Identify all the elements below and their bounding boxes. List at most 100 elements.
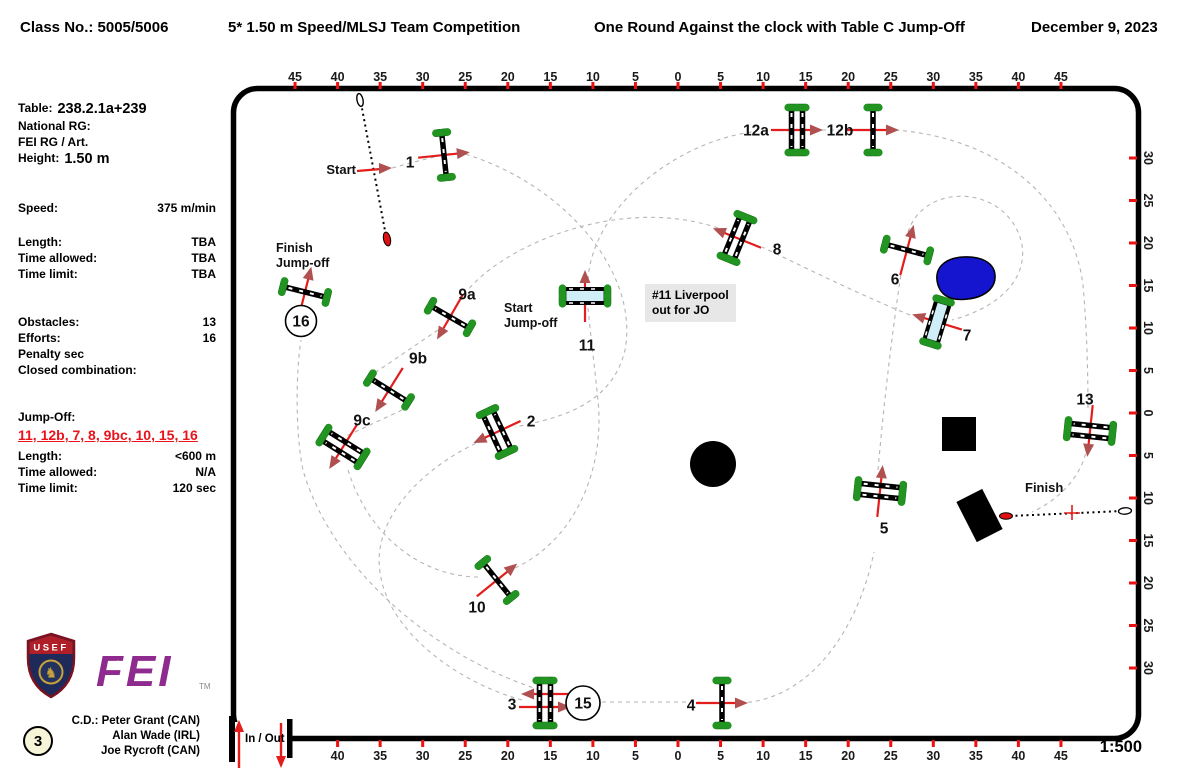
ruler-number: 10 (586, 70, 600, 84)
jump-10 (474, 555, 520, 605)
ruler-tick (463, 82, 467, 89)
ruler-number: 5 (717, 749, 724, 763)
ruler-tick (1129, 241, 1137, 245)
ruler-number: 10 (1141, 491, 1155, 505)
fei-tm: TM (199, 682, 211, 691)
cd-line3: Joe Rycroft (CAN) (100, 745, 200, 757)
penalty-row: Penalty sec (18, 347, 216, 361)
height-row: Height: 1.50 m (18, 151, 216, 167)
ruler-tick (974, 82, 978, 89)
jo-time-limit-value: 120 sec (172, 481, 216, 495)
cd-line2: Alan Wade (IRL) (112, 730, 200, 742)
ruler-number: 0 (1141, 410, 1155, 417)
jump-12a (771, 103, 823, 157)
jump-label-9b: 9b (409, 351, 427, 368)
jump-6 (879, 224, 935, 276)
obstacles-label: Obstacles: (18, 315, 80, 329)
ruler-tick (804, 82, 808, 89)
finish-jumpoff-line2: Jump-off (276, 255, 330, 270)
ruler-tick (889, 740, 893, 747)
ruler-number: 30 (926, 70, 940, 84)
jump-1 (418, 128, 470, 182)
ruler-tick (974, 740, 978, 747)
black-circle-decor (690, 441, 736, 487)
ruler-number: 20 (841, 70, 855, 84)
jumpoff-title-row: Jump-Off: (18, 410, 216, 424)
black-rect-decor (956, 488, 1003, 543)
table-label: Table: (18, 101, 53, 115)
cd-line1: C.D.: Peter Grant (CAN) (71, 715, 200, 727)
speed-value: 375 m/min (157, 201, 216, 215)
fei-logo: FEI TM (96, 647, 211, 696)
jump-5 (852, 465, 908, 517)
ruler-tick (506, 740, 510, 747)
ruler-number: 45 (1054, 749, 1068, 763)
jo-time-allowed-value: N/A (195, 465, 216, 479)
circled-number-15 (565, 685, 601, 721)
ruler-tick (676, 740, 680, 747)
in-out-label: In / Out (245, 733, 285, 745)
ruler-tick (421, 82, 425, 89)
start-line (356, 92, 392, 247)
jump-label-9c: 9c (353, 413, 371, 430)
ruler-number: 0 (675, 70, 682, 84)
jump-2 (473, 404, 522, 460)
finish-label: Finish (1025, 480, 1064, 495)
in-arrow (234, 720, 244, 732)
jump-label-3-15: 3 (508, 697, 517, 714)
penalty-label: Penalty sec (18, 347, 85, 361)
jump-label-2: 2 (527, 414, 536, 431)
jump-label-10: 10 (468, 600, 485, 617)
jumpoff-title: Jump-Off: (18, 410, 76, 424)
ruler-number: 45 (1054, 70, 1068, 84)
ruler-tick (889, 82, 893, 89)
ruler-tick (548, 82, 552, 89)
length-value: TBA (191, 235, 216, 249)
ruler-number: 25 (1141, 619, 1155, 633)
jo-time-limit-row: Time limit: 120 sec (18, 481, 216, 495)
time-allowed-label: Time allowed: (18, 251, 98, 265)
ruler-tick (846, 82, 850, 89)
speed-row: Speed: 375 m/min (18, 201, 216, 215)
ruler-tick (506, 82, 510, 89)
closed-combination-row: Closed combination: (18, 363, 216, 377)
fei-rg-row: FEI RG / Art. (18, 135, 216, 149)
usef-text: USEF (33, 643, 68, 654)
in-out-gate (229, 716, 293, 768)
ruler-tick (761, 82, 765, 89)
ruler-number: 30 (926, 749, 940, 763)
ruler-tick (761, 740, 765, 747)
ruler-number: 15 (543, 749, 557, 763)
jump-label-8: 8 (773, 242, 782, 259)
speed-label: Speed: (18, 201, 59, 215)
ruler-number: 40 (1011, 749, 1025, 763)
out-arrow (276, 756, 286, 768)
ruler-number: 35 (969, 70, 983, 84)
ruler-number: 10 (756, 70, 770, 84)
ruler-number: 5 (632, 70, 639, 84)
ruler-tick (1129, 199, 1137, 202)
jump-label-11: 11 (579, 338, 596, 355)
ruler-number: 15 (543, 70, 557, 84)
ruler-number: 30 (1141, 151, 1155, 165)
ruler-tick (1016, 740, 1020, 747)
jump-9a (423, 293, 477, 340)
ruler-number: 10 (1141, 321, 1155, 335)
jump-label-5: 5 (880, 521, 889, 538)
ruler-number: 10 (586, 749, 600, 763)
ruler-number: 20 (501, 70, 515, 84)
ruler-tick (548, 740, 552, 747)
jump-layer (277, 103, 1118, 730)
ruler-tick (676, 82, 680, 89)
round-type: One Round Against the clock with Table C… (594, 19, 965, 36)
jump-7 (912, 294, 963, 350)
table-row: Table: 238.2.1a+239 (18, 101, 216, 117)
ruler-tick (719, 82, 723, 89)
ruler-tick (1129, 539, 1137, 542)
ruler-number: 0 (675, 749, 682, 763)
ruler-number: 30 (1141, 661, 1155, 675)
ruler-tick (931, 740, 935, 747)
ruler-tick (1129, 411, 1137, 415)
jump-label-layer: 1 2 3 4 5 6 7 8 9a 9b 9c 10 11 12a 12b 13 15 16 (284, 123, 1094, 721)
